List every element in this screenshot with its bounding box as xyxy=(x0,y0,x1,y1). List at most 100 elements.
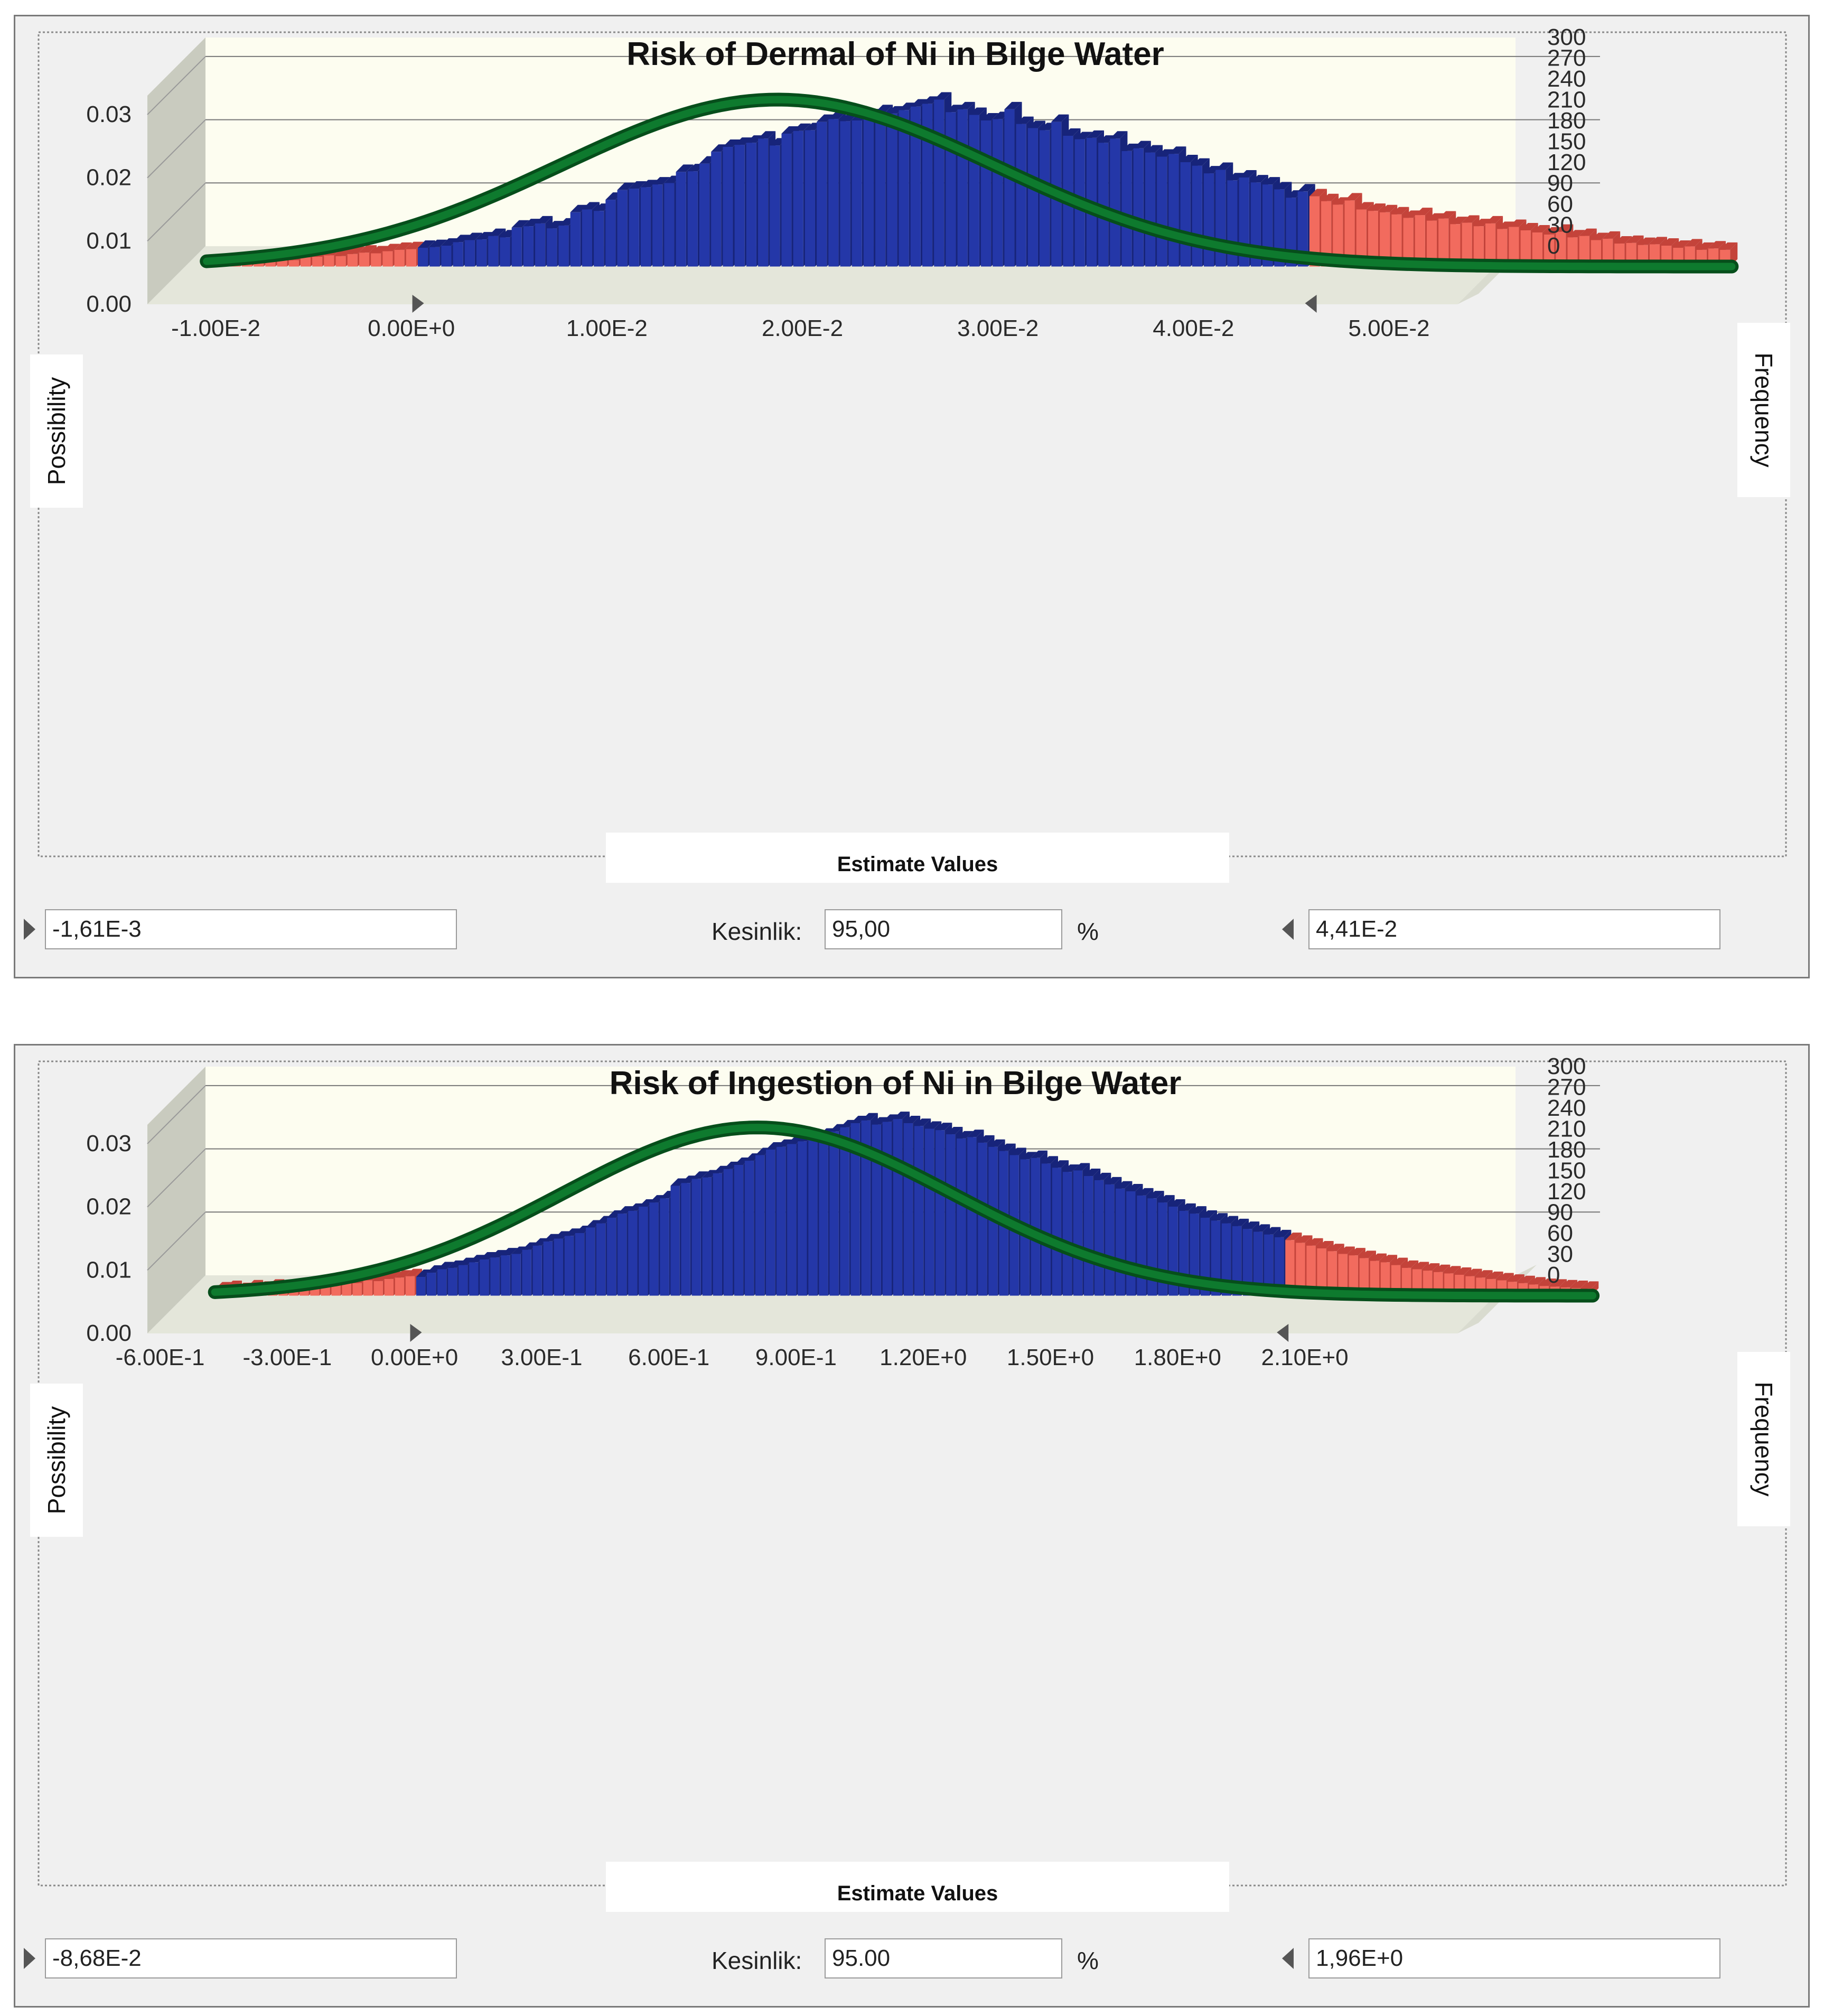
bar-top xyxy=(1215,162,1233,170)
y-tick-label: 0.00 xyxy=(86,291,132,317)
bar-face xyxy=(1200,1218,1210,1296)
bar-top xyxy=(1473,219,1491,227)
bar-top xyxy=(480,1252,497,1260)
bar-top xyxy=(1539,1278,1557,1286)
bar-face xyxy=(1370,1261,1379,1296)
bar-face xyxy=(300,257,311,267)
xlabel-box: Estimate Values xyxy=(606,833,1229,883)
chart-title: Risk of Ingestion of Ni in Bilge Water xyxy=(610,1065,1182,1102)
bar-top xyxy=(459,1257,475,1265)
bar-top xyxy=(1051,114,1069,122)
bar-top xyxy=(1126,1184,1143,1191)
upper-bound-input[interactable]: 1,96E+0 xyxy=(1308,1938,1720,1978)
bar-face xyxy=(1004,109,1015,267)
bar-top xyxy=(1509,219,1527,227)
bar-top xyxy=(1520,223,1538,231)
bar-top xyxy=(957,1131,974,1138)
lower-bound-input[interactable]: -8,68E-2 xyxy=(45,1938,457,1978)
bar-top xyxy=(1041,1156,1058,1164)
y-tick-label: 0.03 xyxy=(86,101,132,127)
bar-face xyxy=(558,225,569,267)
bar-face xyxy=(384,1278,394,1296)
bar-top xyxy=(371,246,389,254)
xlabel-box: Estimate Values xyxy=(606,1862,1229,1912)
upper-grabber-icon[interactable] xyxy=(1282,1948,1294,1969)
axis-ticks: -1.00E-2 0.00E+0 1.00E-2 2.00E-2 3.00E-2 4.00… xyxy=(86,24,1586,341)
bar-top xyxy=(629,181,647,189)
lower-grabber-icon[interactable] xyxy=(24,1948,35,1969)
bar-top xyxy=(437,1262,454,1270)
upper-bound-input[interactable]: 4,41E-2 xyxy=(1308,909,1720,949)
bar-face xyxy=(1344,200,1355,267)
lower-grabber-icon[interactable] xyxy=(24,919,35,940)
certainty-bar: -1,61E-3 Kesinlik: 95,00 % 4,41E-2 xyxy=(15,909,1808,951)
bar-top xyxy=(1438,211,1456,219)
bar-top xyxy=(1264,1227,1281,1235)
bar-face xyxy=(464,240,475,267)
bar-top xyxy=(1203,166,1222,174)
bar-face xyxy=(1415,215,1425,267)
bar-face xyxy=(547,228,557,267)
bar-face xyxy=(993,119,1003,267)
bar-top xyxy=(946,105,964,113)
bar-face xyxy=(488,236,499,267)
bar-face xyxy=(1062,1172,1072,1296)
bar-face xyxy=(448,1267,457,1296)
bar-top xyxy=(570,204,588,212)
dermal-chart-svg: -1.00E-2 0.00E+0 1.00E-2 2.00E-2 3.00E-2 4.00… xyxy=(30,24,1790,883)
bar-face xyxy=(605,200,616,267)
bar-top xyxy=(1579,228,1597,236)
y2-tick-label: 120 xyxy=(1547,150,1586,175)
bar-top xyxy=(1708,241,1726,249)
y-axis-title: Possibility xyxy=(43,1406,70,1515)
x-tick-label: 2.10E+0 xyxy=(1261,1345,1348,1370)
y-tick-label: 0.02 xyxy=(86,1194,132,1220)
bar-face xyxy=(1027,128,1038,267)
y2label-box: Frequency xyxy=(1737,1352,1790,1526)
bar-face xyxy=(1110,138,1120,267)
bar-face xyxy=(770,145,780,267)
bar-top xyxy=(453,235,471,242)
bar-face xyxy=(1203,173,1214,267)
bar-top xyxy=(394,242,412,250)
fit-curve xyxy=(203,96,1736,270)
bar-face xyxy=(1380,1262,1390,1296)
ylabel-box: Possibility xyxy=(30,354,83,508)
bar-face xyxy=(861,1120,871,1296)
bar-face xyxy=(288,260,299,267)
bar-face xyxy=(925,1128,934,1296)
bar-face xyxy=(734,1164,744,1296)
bar-face xyxy=(535,223,546,267)
bar-top xyxy=(1403,210,1421,218)
bar-face xyxy=(1168,154,1179,267)
certainty-input[interactable]: 95,00 xyxy=(825,909,1062,949)
bar-top xyxy=(1638,237,1655,245)
bar-top xyxy=(1550,1279,1567,1287)
bar-top xyxy=(969,107,987,115)
upper-grabber-icon[interactable] xyxy=(1282,919,1294,940)
bar-face xyxy=(746,143,756,267)
bar-face xyxy=(817,122,827,267)
bar-top xyxy=(448,1260,465,1268)
bar-top xyxy=(1158,1195,1175,1203)
bar-top xyxy=(652,177,670,185)
certainty-input[interactable]: 95.00 xyxy=(825,1938,1062,1978)
bar-top xyxy=(1306,1238,1323,1246)
y2-tick-label: 210 xyxy=(1547,1116,1586,1142)
bar-top xyxy=(1275,1229,1292,1237)
bar-top xyxy=(1296,1235,1313,1243)
y2-tick-label: 120 xyxy=(1547,1179,1586,1205)
x-tick-label: -3.00E-1 xyxy=(242,1345,332,1370)
y2-tick-label: 300 xyxy=(1547,24,1586,50)
bar-top xyxy=(395,1270,412,1278)
bar-face xyxy=(1157,156,1167,267)
bar-face xyxy=(1221,1223,1231,1296)
bar-face xyxy=(639,1206,648,1296)
lower-bound-input[interactable]: -1,61E-3 xyxy=(45,909,457,949)
y-tick-label: 0.02 xyxy=(86,165,132,191)
bar-face xyxy=(416,1276,426,1296)
bar-face xyxy=(1317,1248,1326,1296)
bar-face xyxy=(394,249,405,267)
bar-top xyxy=(1262,177,1280,185)
bar-face xyxy=(967,1137,977,1296)
